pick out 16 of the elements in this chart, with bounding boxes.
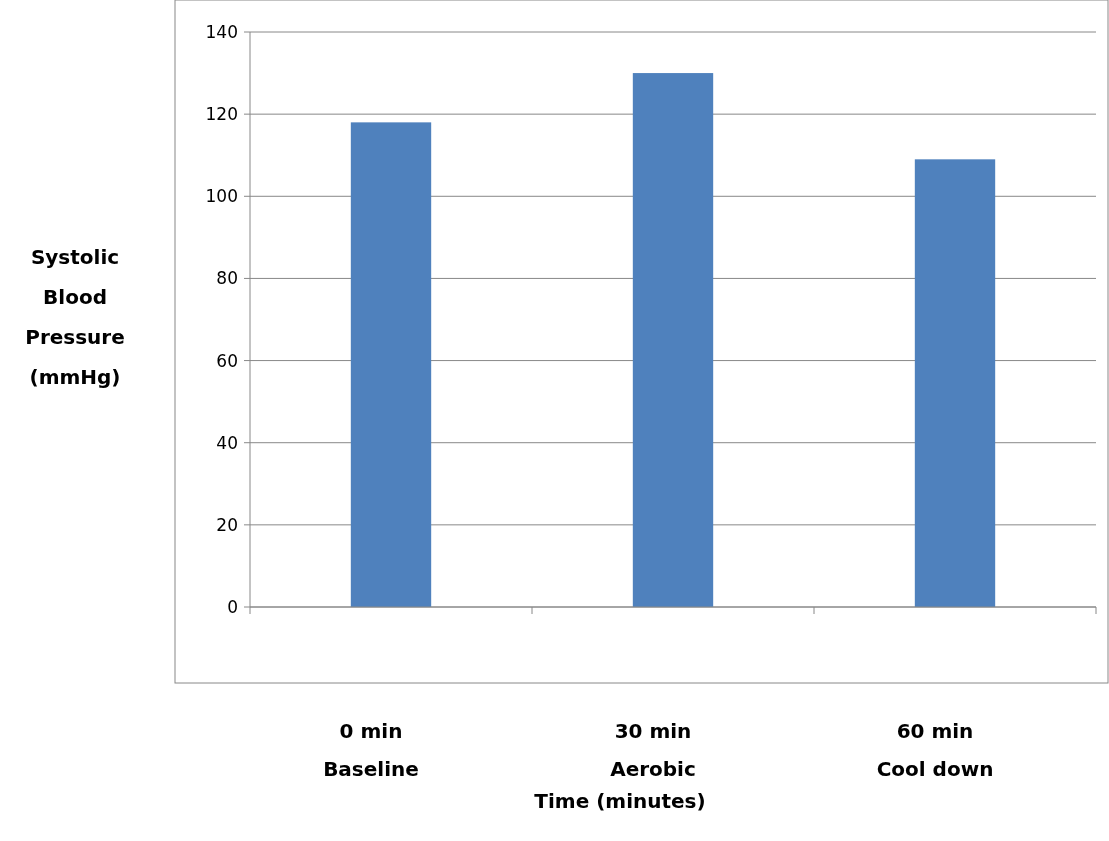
y-tick-label: 20	[216, 514, 238, 535]
x-axis-title: Time (minutes)	[534, 789, 706, 813]
bar	[350, 122, 432, 607]
y-tick-label: 0	[227, 596, 238, 617]
y-tick-label: 140	[205, 21, 238, 42]
y-tick-label: 100	[205, 186, 238, 207]
bar	[914, 159, 996, 607]
y-tick-label: 40	[216, 432, 238, 453]
bar	[632, 73, 714, 607]
y-tick-label: 120	[205, 104, 238, 125]
y-tick-label: 80	[216, 268, 238, 289]
x-tick-label: 60 min Cool down	[876, 719, 994, 781]
y-tick-label: 60	[216, 350, 238, 371]
y-axis-title: Systolic Blood Pressure (mmHg)	[25, 245, 125, 389]
x-tick-label: 0 min Baseline	[323, 719, 419, 781]
x-tick-label: 30 min Aerobic	[610, 719, 696, 781]
